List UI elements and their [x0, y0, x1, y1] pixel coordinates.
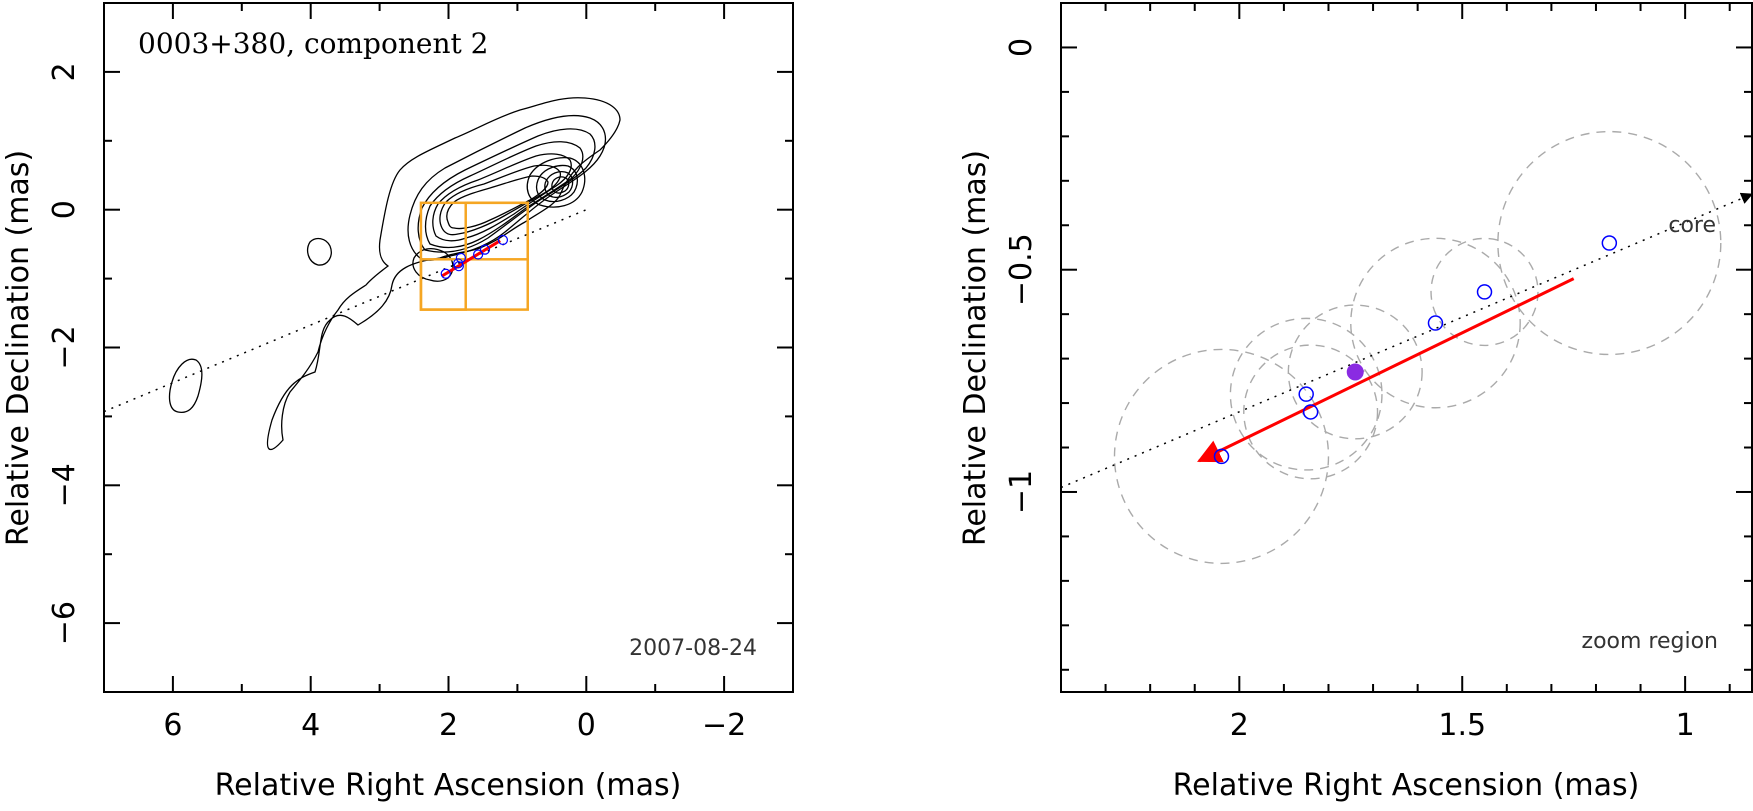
right-y-axis-label: Relative Declination (mas)	[958, 150, 993, 546]
left-y-tick-label: −2	[47, 325, 82, 369]
date-label: 2007-08-24	[629, 636, 757, 661]
left-x-axis: 6 4 2 0 −2	[103, 3, 794, 743]
right-y-tick-label: −0.5	[1004, 233, 1039, 306]
contour-outer	[266, 97, 621, 451]
right-x-tick-label: 2	[1230, 708, 1249, 743]
right-x-axis: 2 1.5 1	[1060, 3, 1731, 743]
zoom-boxes	[419, 201, 529, 311]
left-x-tick-label: 0	[577, 708, 596, 743]
component-size-circles	[1113, 130, 1722, 565]
component-size-circle	[1497, 130, 1722, 356]
zoom-box	[464, 201, 529, 261]
right-y-tick-label: 0	[1004, 38, 1039, 57]
contour-jet-1	[412, 247, 454, 282]
contour-core-4	[551, 176, 570, 194]
component-point-filled	[1346, 363, 1364, 381]
component-point	[455, 252, 467, 264]
left-component-markers	[440, 234, 509, 279]
contour-5	[432, 153, 572, 242]
component-point	[1476, 284, 1493, 300]
left-x-tick-label: 6	[163, 708, 182, 743]
right-y-axis: 0 −0.5 −1	[1004, 2, 1752, 671]
left-panel: 6 4 2 0 −2 2 0 −2 −4 −6 0003+380, component 2 20…	[1, 2, 794, 803]
left-y-axis: 2 0 −2 −4 −6	[47, 2, 793, 693]
left-x-axis-label: Relative Right Ascension (mas)	[215, 768, 682, 803]
left-y-tick-label: 2	[47, 62, 82, 81]
component-point	[453, 261, 464, 272]
left-y-tick-label: −4	[47, 463, 82, 507]
component-point	[1302, 404, 1319, 420]
right-plot-frame	[1060, 2, 1753, 693]
contour-blob-1	[307, 237, 332, 266]
right-motion-vector	[1197, 277, 1575, 463]
contour-7	[446, 175, 549, 230]
contour-core-2	[535, 164, 579, 203]
right-x-tick-label: 1.5	[1438, 708, 1486, 743]
component-point	[1427, 315, 1444, 331]
right-y-tick-label: −1	[1004, 470, 1039, 514]
component-point	[479, 244, 491, 255]
component-point	[1298, 386, 1314, 402]
left-y-tick-label: −6	[47, 601, 82, 645]
contour-blob-2	[168, 358, 203, 414]
left-motion-vector	[441, 239, 501, 278]
left-y-axis-label: Relative Declination (mas)	[1, 150, 36, 546]
component-size-circle	[1430, 237, 1539, 347]
left-x-tick-label: 4	[301, 708, 320, 743]
left-y-tick-label: 0	[47, 200, 82, 219]
core-label: core	[1668, 213, 1716, 238]
left-contours	[168, 97, 621, 451]
right-direction-line	[1061, 192, 1752, 489]
component-size-circle	[1350, 237, 1521, 409]
left-x-tick-label: 2	[439, 708, 458, 743]
component-point	[473, 249, 484, 260]
contour-4	[424, 141, 584, 249]
left-x-tick-label: −2	[702, 708, 746, 743]
contour-core-1	[526, 156, 586, 208]
right-component-markers	[1213, 235, 1618, 465]
component-point	[1601, 235, 1618, 251]
contour-3	[417, 128, 596, 253]
left-title: 0003+380, component 2	[138, 27, 488, 60]
left-plot-frame	[103, 2, 794, 693]
right-panel: 2 1.5 1 0−0.5−1 core zoom region Relative …	[958, 2, 1753, 803]
component-size-circle	[1229, 317, 1383, 471]
right-x-tick-label: 1	[1676, 708, 1695, 743]
zoom-box	[419, 258, 467, 311]
zoom-region-label: zoom region	[1582, 629, 1718, 654]
component-point	[440, 268, 451, 279]
component-size-circle	[1243, 344, 1379, 480]
component-size-circle	[1287, 304, 1423, 440]
component-size-circle	[1113, 348, 1330, 565]
contour-core-3	[544, 171, 574, 199]
right-x-axis-label: Relative Right Ascension (mas)	[1173, 768, 1640, 803]
component-point	[497, 234, 509, 246]
component-point	[1213, 448, 1230, 465]
